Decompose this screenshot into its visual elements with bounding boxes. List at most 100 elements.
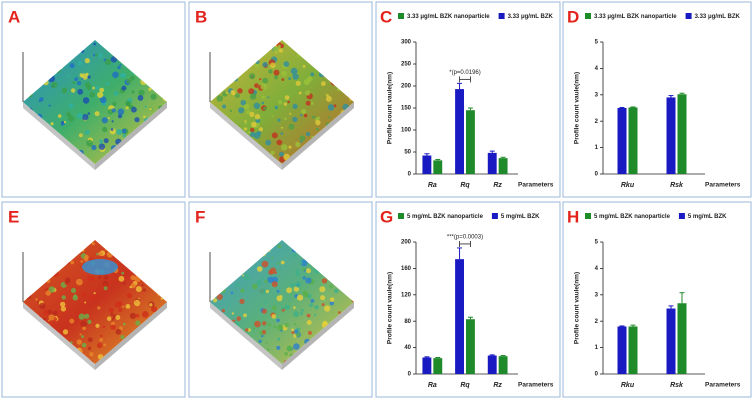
- surface-speck: [283, 102, 288, 106]
- surface-speck: [259, 331, 263, 335]
- surface-speck: [261, 308, 267, 314]
- surface-speck: [94, 53, 98, 57]
- surface-speck: [316, 127, 319, 131]
- legend-label: 5 mg/mL BZK: [688, 214, 727, 220]
- surface-speck: [305, 132, 311, 137]
- surface-speck: [81, 335, 85, 339]
- surface-speck: [324, 305, 331, 312]
- surface-speck: [134, 117, 140, 123]
- surface-speck: [131, 106, 137, 113]
- surface-speck: [264, 301, 267, 304]
- surface-speck: [87, 112, 91, 115]
- legend-swatch: [491, 213, 498, 219]
- surface-speck: [283, 61, 290, 67]
- surface-speck: [240, 288, 245, 293]
- surface-speck: [97, 275, 102, 279]
- x-axis-title: Parameters: [705, 382, 741, 389]
- surface-speck: [115, 328, 122, 335]
- surface-speck: [327, 104, 335, 111]
- surface-speck: [99, 139, 103, 144]
- surface-speck: [258, 127, 263, 132]
- surface-speck: [288, 299, 291, 302]
- surface-speck: [94, 293, 98, 297]
- y-tick-label: 4: [595, 66, 599, 72]
- surface-speck: [62, 329, 69, 335]
- surface-speck: [230, 291, 234, 295]
- surface-speck: [230, 90, 235, 95]
- surface-speck: [243, 313, 247, 318]
- surface-speck: [236, 316, 242, 322]
- surface-speck: [48, 314, 55, 321]
- surface-speck: [312, 115, 316, 119]
- bar: [422, 357, 432, 374]
- y-tick-label: 5: [595, 240, 599, 246]
- surface-speck: [237, 88, 243, 94]
- surface-speck: [236, 283, 240, 287]
- surface-speck: [222, 104, 227, 109]
- surface-speck: [288, 145, 292, 149]
- surface-speck: [247, 130, 251, 135]
- y-tick-label: 0: [595, 172, 599, 178]
- surface-speck: [267, 276, 274, 283]
- surface-speck: [69, 318, 75, 324]
- surface-speck: [278, 100, 283, 105]
- surface-speck: [268, 69, 273, 74]
- surface-speck: [293, 253, 297, 258]
- bar: [498, 158, 508, 174]
- surface-speck: [333, 104, 337, 108]
- surface-speck: [82, 114, 89, 121]
- surface-speck: [271, 132, 278, 139]
- surface-speck: [143, 115, 146, 119]
- surface-speck: [276, 345, 281, 350]
- surface-speck: [112, 71, 119, 79]
- bar: [455, 89, 464, 174]
- surface-speck: [47, 319, 50, 322]
- surface-speck: [76, 339, 82, 345]
- surface-speck: [121, 73, 126, 78]
- y-tick-label: 150: [401, 106, 412, 112]
- legend-label: 3.33 μg/mL BZK nanoparticle: [594, 14, 677, 20]
- x-axis-title: Parameters: [705, 182, 741, 189]
- surface-speck: [60, 306, 67, 312]
- surface-speck: [67, 115, 75, 122]
- surface-side: [282, 302, 354, 370]
- surface-speck: [310, 298, 315, 303]
- surface-speck: [277, 324, 284, 331]
- x-tick-label: Rq: [460, 182, 470, 189]
- surface-speck: [302, 64, 306, 68]
- bar: [628, 326, 638, 374]
- surface-speck: [260, 276, 264, 280]
- surface-speck: [138, 89, 145, 96]
- surface-speck: [269, 267, 277, 275]
- surface-speck: [101, 117, 108, 124]
- surface-speck: [249, 93, 257, 100]
- legend-label: 5 mg/mL BZK nanoparticle: [594, 214, 671, 220]
- surface-speck: [61, 121, 65, 124]
- surface-speck: [245, 328, 249, 332]
- surface-speck: [319, 286, 326, 293]
- legend-label: 3.33 μg/mL BZK: [695, 14, 741, 20]
- legend-label: 3.33 μg/mL BZK: [508, 14, 554, 20]
- surface-speck: [273, 69, 280, 76]
- surface-speck: [149, 107, 152, 111]
- surface-speck: [248, 88, 255, 95]
- surface-speck: [141, 311, 149, 318]
- y-tick-label: 250: [401, 62, 412, 68]
- surface-speck: [39, 302, 46, 310]
- surface-speck: [276, 289, 280, 293]
- surface-speck: [325, 95, 332, 102]
- surface-speck: [82, 97, 90, 104]
- y-tick-label: 50: [404, 150, 411, 156]
- surface-speck: [76, 112, 83, 119]
- surface-speck: [119, 326, 123, 331]
- surface-speck: [122, 134, 127, 138]
- surface-speck: [236, 309, 239, 312]
- surface-speck: [93, 292, 96, 295]
- surface-speck: [66, 112, 71, 117]
- surface-speck: [67, 74, 70, 78]
- bar: [677, 94, 687, 174]
- surface-speck: [284, 322, 289, 328]
- surface-speck: [261, 101, 265, 105]
- surface-speck: [87, 337, 93, 343]
